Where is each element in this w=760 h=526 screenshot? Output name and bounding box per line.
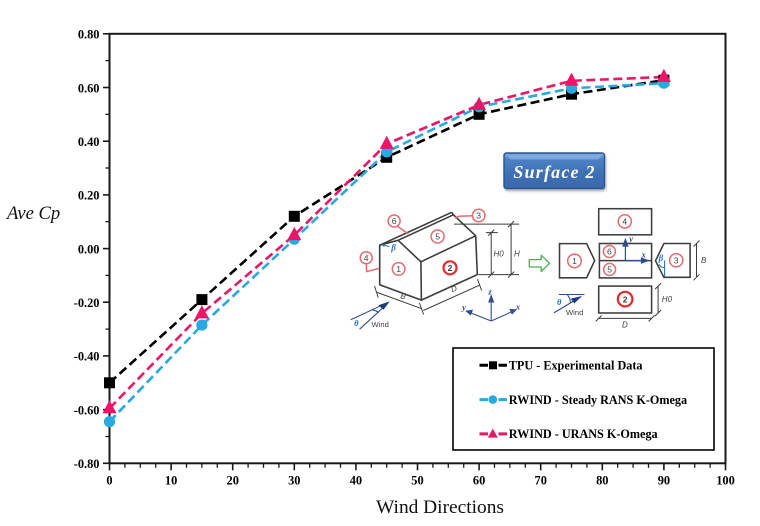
svg-text:10: 10 xyxy=(165,473,177,487)
svg-text:2: 2 xyxy=(448,263,453,273)
svg-text:D: D xyxy=(622,321,628,330)
svg-text:90: 90 xyxy=(658,473,670,487)
svg-text:Wind: Wind xyxy=(566,308,583,317)
svg-text:β: β xyxy=(390,243,396,253)
svg-text:70: 70 xyxy=(535,473,547,487)
svg-text:-0.80: -0.80 xyxy=(74,457,100,471)
svg-text:H0: H0 xyxy=(662,295,673,304)
svg-text:1: 1 xyxy=(572,256,577,266)
svg-text:3: 3 xyxy=(674,255,679,265)
svg-text:θ: θ xyxy=(557,297,562,307)
svg-text:D: D xyxy=(450,284,458,294)
svg-text:H0: H0 xyxy=(494,250,505,259)
svg-text:20: 20 xyxy=(227,473,239,487)
svg-text:x: x xyxy=(641,250,647,260)
svg-text:Surface 2: Surface 2 xyxy=(513,162,595,182)
svg-text:Wind: Wind xyxy=(372,320,389,329)
svg-text:y: y xyxy=(628,233,633,243)
svg-text:0.40: 0.40 xyxy=(78,135,100,149)
svg-text:1: 1 xyxy=(396,264,401,274)
svg-text:B: B xyxy=(400,291,408,301)
svg-text:60: 60 xyxy=(473,473,485,487)
svg-text:30: 30 xyxy=(288,473,300,487)
svg-text:50: 50 xyxy=(411,473,423,487)
svg-text:0.60: 0.60 xyxy=(78,81,100,95)
svg-text:3: 3 xyxy=(476,211,481,221)
svg-text:H: H xyxy=(514,250,520,259)
svg-text:6: 6 xyxy=(392,216,397,226)
svg-text:5: 5 xyxy=(607,265,612,275)
svg-text:RWIND - Steady RANS K-Omega: RWIND - Steady RANS K-Omega xyxy=(509,393,687,407)
svg-text:B: B xyxy=(701,256,707,265)
svg-text:Wind Directions: Wind Directions xyxy=(376,497,504,518)
svg-text:-0.20: -0.20 xyxy=(74,296,100,310)
svg-text:100: 100 xyxy=(716,473,735,487)
svg-text:4: 4 xyxy=(622,217,627,227)
svg-text:4: 4 xyxy=(364,253,369,263)
svg-text:0.00: 0.00 xyxy=(78,242,100,256)
svg-text:β: β xyxy=(658,253,664,263)
svg-text:0.80: 0.80 xyxy=(78,28,100,42)
svg-text:5: 5 xyxy=(435,232,440,242)
svg-text:-0.40: -0.40 xyxy=(74,350,100,364)
svg-text:z: z xyxy=(487,286,492,296)
svg-text:RWIND - URANS K-Omega: RWIND - URANS K-Omega xyxy=(509,427,658,441)
svg-text:0: 0 xyxy=(106,473,112,487)
svg-text:θ: θ xyxy=(354,318,359,328)
svg-text:6: 6 xyxy=(607,247,612,257)
svg-text:40: 40 xyxy=(350,473,362,487)
svg-text:x: x xyxy=(515,301,521,311)
svg-text:TPU - Experimental Data: TPU - Experimental Data xyxy=(509,359,643,373)
svg-text:0.20: 0.20 xyxy=(78,189,100,203)
svg-text:y: y xyxy=(461,302,466,312)
svg-text:Ave Cp: Ave Cp xyxy=(5,203,60,224)
svg-text:2: 2 xyxy=(623,294,628,304)
svg-text:80: 80 xyxy=(596,473,608,487)
svg-text:-0.60: -0.60 xyxy=(74,403,100,417)
